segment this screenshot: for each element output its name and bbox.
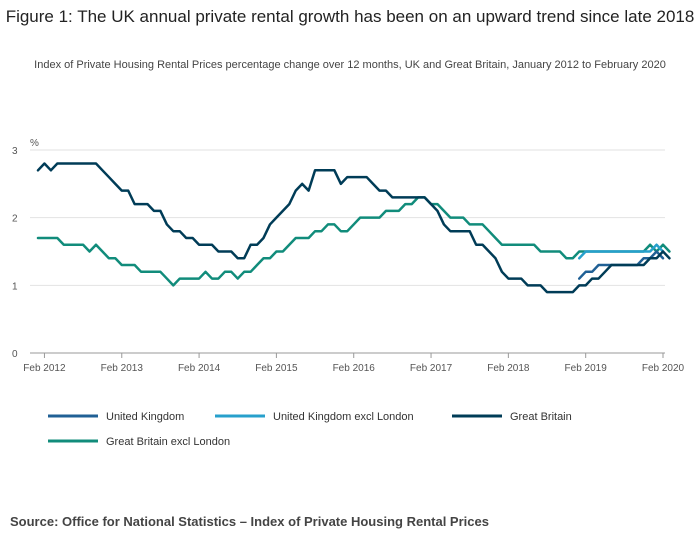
- x-tick-label: Feb 2014: [178, 363, 221, 374]
- chart-subtitle: Index of Private Housing Rental Prices p…: [34, 59, 666, 71]
- x-tick-label: Feb 2019: [565, 363, 608, 374]
- y-tick-label: 0: [12, 349, 18, 360]
- x-tick-label: Feb 2012: [23, 363, 66, 374]
- y-tick-label: 2: [12, 214, 18, 225]
- source-note: Source: Office for National Statistics –…: [10, 514, 489, 529]
- x-tick-label: Feb 2013: [101, 363, 144, 374]
- chart-title: Figure 1: The UK annual private rental g…: [5, 7, 695, 26]
- y-axis-label: %: [30, 138, 39, 149]
- y-tick-label: 1: [12, 281, 18, 292]
- x-tick-label: Feb 2017: [410, 363, 453, 374]
- legend-label: Great Britain excl London: [106, 436, 230, 448]
- legend-label: United Kingdom: [106, 411, 184, 423]
- x-tick-label: Feb 2016: [333, 363, 376, 374]
- series-line-great-britain: [36, 162, 671, 294]
- legend-label: Great Britain: [510, 411, 572, 423]
- series-line-great-britain-excl-london: [36, 196, 671, 287]
- x-tick-label: Feb 2020: [642, 363, 685, 374]
- x-tick-label: Feb 2018: [487, 363, 530, 374]
- y-tick-label: 3: [12, 146, 18, 157]
- legend-label: United Kingdom excl London: [273, 411, 414, 423]
- x-tick-label: Feb 2015: [255, 363, 298, 374]
- series-line-united-kingdom-excl-london: [577, 243, 665, 260]
